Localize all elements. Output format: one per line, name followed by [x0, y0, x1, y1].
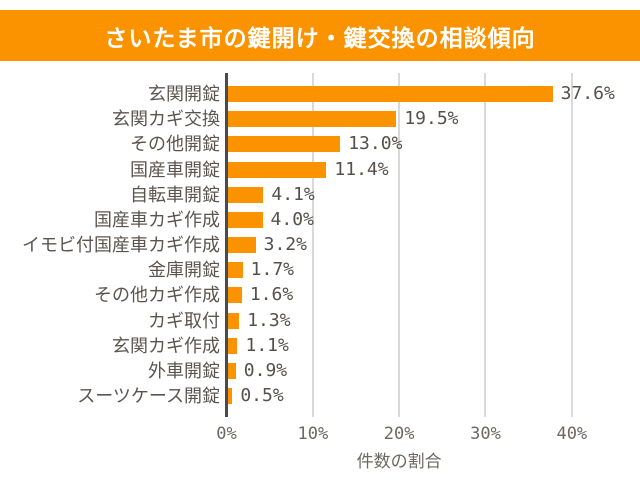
- y-axis-line: [225, 73, 228, 417]
- value-label: 1.6%: [249, 284, 294, 306]
- category-label: 玄関カギ交換: [112, 109, 220, 130]
- x-tick-label: 10%: [297, 424, 329, 444]
- bar: [228, 111, 397, 128]
- bar: [228, 312, 240, 329]
- category-label: 国産車開錠: [130, 159, 220, 180]
- gridline: [311, 73, 314, 417]
- x-tick-label: 0%: [216, 424, 237, 444]
- chart-title-banner: さいたま市の鍵開け・鍵交換の相談傾向: [0, 10, 640, 61]
- category-label: その他開錠: [130, 134, 220, 155]
- bar: [228, 136, 341, 153]
- gridline: [570, 73, 573, 417]
- value-label: 1.3%: [247, 309, 291, 331]
- value-label: 13.0%: [348, 133, 403, 155]
- bar: [228, 237, 256, 254]
- gridline: [398, 73, 401, 417]
- gridline: [484, 73, 487, 417]
- value-label: 11.4%: [334, 158, 389, 180]
- bar: [228, 337, 238, 354]
- category-label: 金庫開錠: [148, 260, 220, 281]
- bar: [228, 186, 264, 203]
- category-label: 玄関カギ作成: [112, 335, 220, 356]
- value-label: 4.1%: [271, 183, 315, 205]
- category-label: スーツケース開錠: [77, 386, 220, 407]
- bar: [228, 362, 236, 379]
- bar: [228, 388, 233, 405]
- value-label: 19.5%: [404, 108, 459, 130]
- bar: [228, 287, 242, 304]
- value-label: 1.7%: [250, 259, 295, 281]
- value-label: 1.1%: [245, 334, 289, 356]
- x-tick-label: 30%: [470, 424, 501, 444]
- x-tick-label: 40%: [556, 424, 588, 444]
- category-label: その他カギ作成: [94, 285, 220, 306]
- x-axis-label: 件数の割合: [356, 452, 442, 471]
- value-label: 0.9%: [243, 359, 288, 381]
- bar: [228, 262, 243, 279]
- value-label: 4.0%: [270, 208, 314, 230]
- chart-title: さいたま市の鍵開け・鍵交換の相談傾向: [104, 24, 536, 51]
- bar: [228, 86, 553, 102]
- bar: [228, 161, 327, 178]
- value-label: 37.6%: [560, 83, 615, 104]
- bar: [228, 211, 263, 228]
- value-label: 3.2%: [263, 234, 307, 256]
- category-label: 自転車開錠: [130, 184, 220, 205]
- category-label: イモビ付国産車カギ作成: [22, 235, 220, 256]
- category-label: 国産車カギ作成: [94, 209, 220, 230]
- category-label: カギ取付: [148, 310, 220, 331]
- x-tick-label: 20%: [383, 424, 415, 444]
- category-label: 外車開錠: [148, 360, 220, 381]
- category-label: 玄関開錠: [148, 84, 220, 104]
- value-label: 0.5%: [240, 385, 284, 407]
